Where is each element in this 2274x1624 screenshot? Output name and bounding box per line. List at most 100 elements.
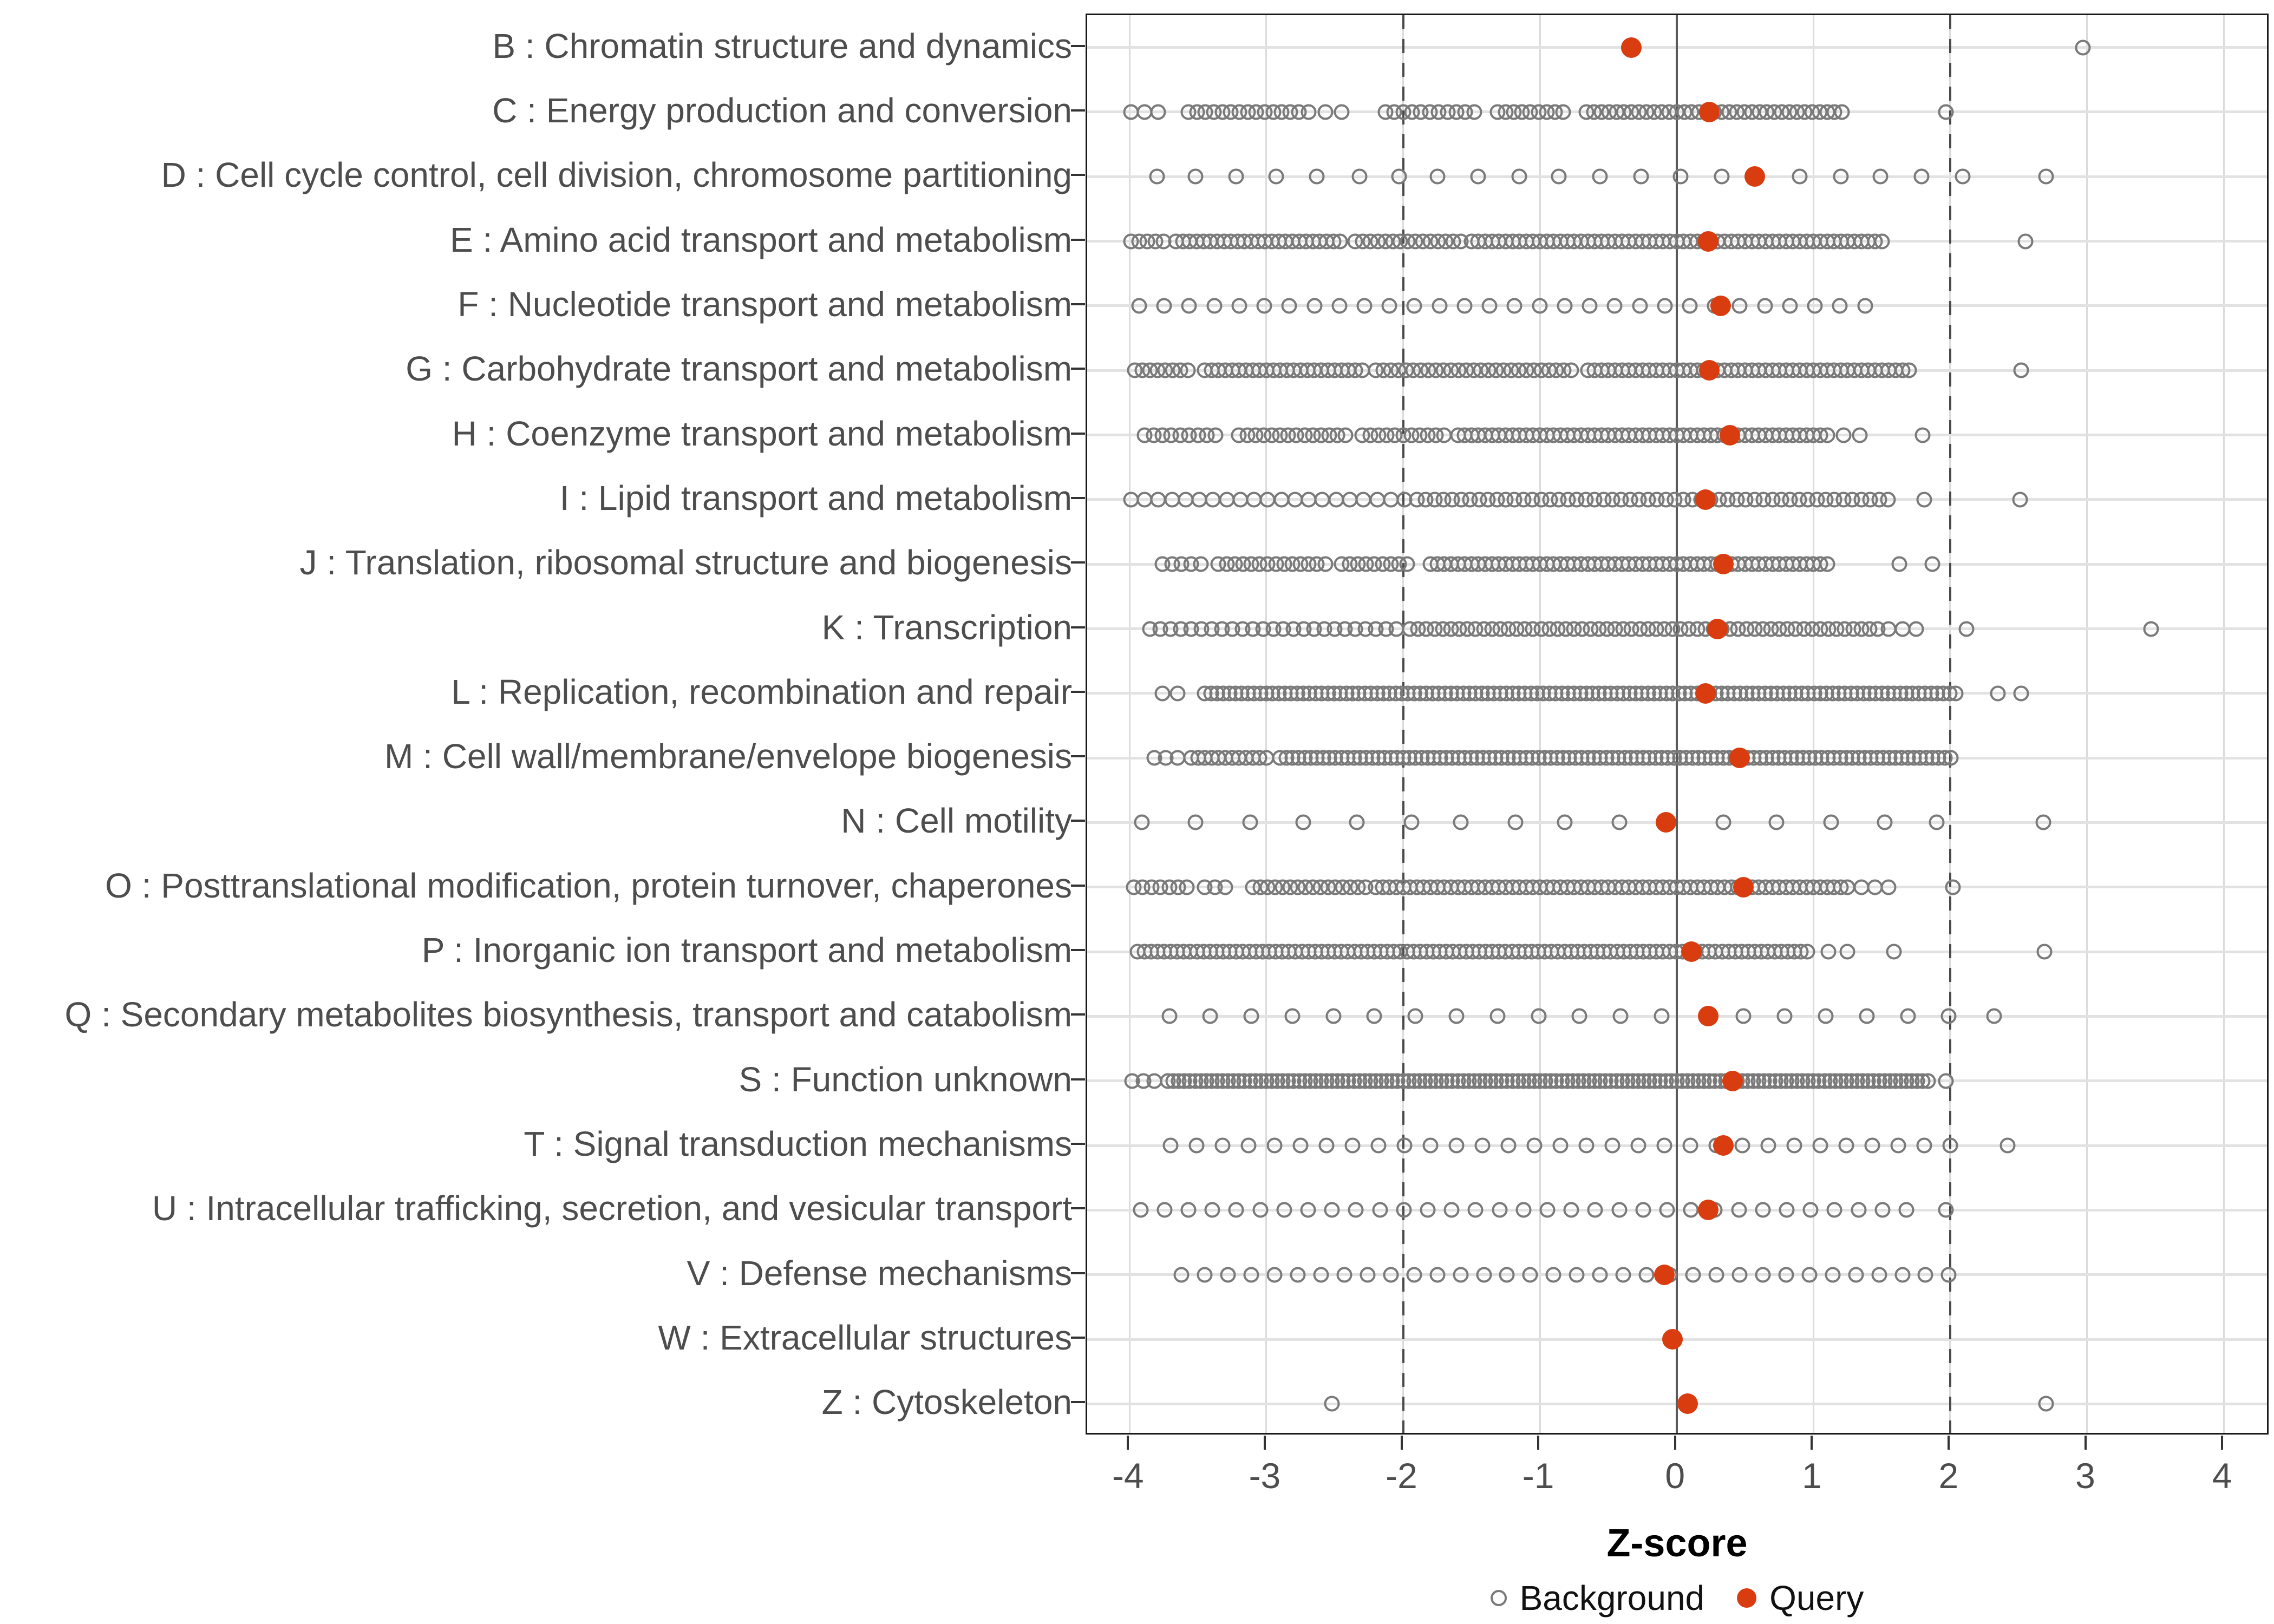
background-point (1179, 879, 1195, 895)
background-point (1324, 1202, 1340, 1218)
background-point (1467, 1202, 1484, 1218)
y-axis-tick (1071, 1143, 1085, 1145)
background-point (1832, 298, 1848, 314)
background-point (1360, 1267, 1376, 1283)
background-point (1318, 1137, 1335, 1154)
y-axis-tick (1071, 1013, 1085, 1016)
query-point (1697, 231, 1718, 252)
background-point (1489, 1008, 1506, 1024)
background-point (1654, 1008, 1670, 1024)
background-point (1802, 1202, 1819, 1218)
x-gridline (1539, 15, 1541, 1433)
background-point (1204, 1202, 1220, 1218)
query-point (1654, 1264, 1675, 1285)
query-point (1695, 683, 1716, 704)
background-point (1150, 104, 1166, 120)
query-point (1699, 360, 1720, 381)
background-point (1948, 685, 1964, 702)
background-point (1940, 1008, 1957, 1024)
legend-query-label: Query (1769, 1579, 1864, 1618)
background-point (1383, 1267, 1399, 1283)
background-point (1819, 556, 1835, 572)
background-point (1958, 621, 1975, 637)
background-point (1924, 556, 1940, 572)
background-point (1290, 1267, 1306, 1283)
background-point (1173, 1267, 1190, 1283)
y-axis-category-label: Z : Cytoskeleton (821, 1383, 1072, 1422)
x-gridline (2086, 15, 2088, 1433)
query-point (1655, 812, 1676, 833)
y-axis-tick (1071, 496, 1085, 499)
x-axis-tick (1674, 1436, 1676, 1450)
background-point (1659, 1202, 1675, 1218)
background-point (1476, 1267, 1492, 1283)
background-point (1859, 1008, 1875, 1024)
background-point (1217, 879, 1233, 895)
background-point (1582, 298, 1598, 314)
background-point (1337, 427, 1354, 443)
background-point (1638, 1267, 1655, 1283)
background-point (1432, 298, 1448, 314)
background-point (1880, 492, 1896, 508)
y-axis-category-label: J : Translation, ribosomal structure and… (299, 543, 1073, 582)
query-point (1733, 876, 1754, 898)
y-axis-category-label: D : Cell cycle control, cell division, c… (161, 155, 1072, 195)
y-axis-tick (1071, 1207, 1085, 1210)
background-point (1161, 1008, 1178, 1024)
background-point (1611, 814, 1628, 830)
background-point (1348, 1202, 1364, 1218)
x-axis-tick (1537, 1436, 1540, 1450)
x-axis-tick (1400, 1436, 1403, 1450)
background-point (1284, 1008, 1301, 1024)
background-point (1281, 298, 1297, 314)
x-axis-tick (1947, 1436, 1950, 1450)
y-axis-category-label: P : Inorganic ion transport and metaboli… (421, 931, 1072, 970)
background-point (1349, 814, 1365, 830)
background-point (1715, 814, 1731, 830)
background-point (1823, 814, 1839, 830)
x-axis-tick (2221, 1436, 2224, 1450)
background-point (1266, 1267, 1283, 1283)
y-axis-category-label: W : Extracellular structures (658, 1318, 1072, 1358)
background-point (1999, 1137, 2016, 1154)
background-point (1396, 1137, 1413, 1154)
background-point (1714, 168, 1730, 185)
background-point (1657, 298, 1673, 314)
legend-item-query: Query (1737, 1578, 1864, 1618)
background-point (1807, 298, 1823, 314)
background-point (1938, 104, 1954, 120)
y-axis-category-label: Q : Secondary metabolites biosynthesis, … (64, 995, 1073, 1034)
background-point (1755, 1267, 1771, 1283)
y-axis-tick (1071, 949, 1085, 952)
background-point (1295, 814, 1311, 830)
background-point (1917, 1267, 1933, 1283)
y-axis-category-label: N : Cell motility (841, 801, 1072, 841)
y-axis-category-label: O : Posttranslational modification, prot… (105, 866, 1072, 905)
background-point (1506, 298, 1522, 314)
background-point (1474, 1137, 1491, 1154)
background-point (1481, 298, 1498, 314)
background-point (1268, 168, 1284, 185)
background-point (1180, 362, 1196, 378)
y-axis-category-label: G : Carbohydrate transport and metabolis… (406, 349, 1072, 389)
background-point (1156, 298, 1172, 314)
background-point (2013, 685, 2029, 702)
y-axis-category-label: K : Transcription (821, 607, 1072, 647)
query-point (1677, 1393, 1698, 1415)
background-point (1757, 298, 1773, 314)
y-axis-tick (1071, 626, 1085, 628)
x-axis-tick (2084, 1436, 2087, 1450)
y-axis-tick (1071, 1337, 1085, 1339)
background-point (1852, 427, 1868, 443)
background-point (1466, 104, 1482, 120)
background-point (1656, 1137, 1672, 1154)
x-tick-label: 2 (1938, 1456, 1959, 1496)
background-point (1180, 1202, 1197, 1218)
background-point (1563, 362, 1579, 378)
y-axis-tick (1071, 690, 1085, 693)
y-axis-tick (1071, 432, 1085, 435)
background-point (1242, 814, 1258, 830)
background-point (1133, 1202, 1148, 1218)
background-point (1429, 168, 1446, 185)
background-point (1252, 1202, 1269, 1218)
